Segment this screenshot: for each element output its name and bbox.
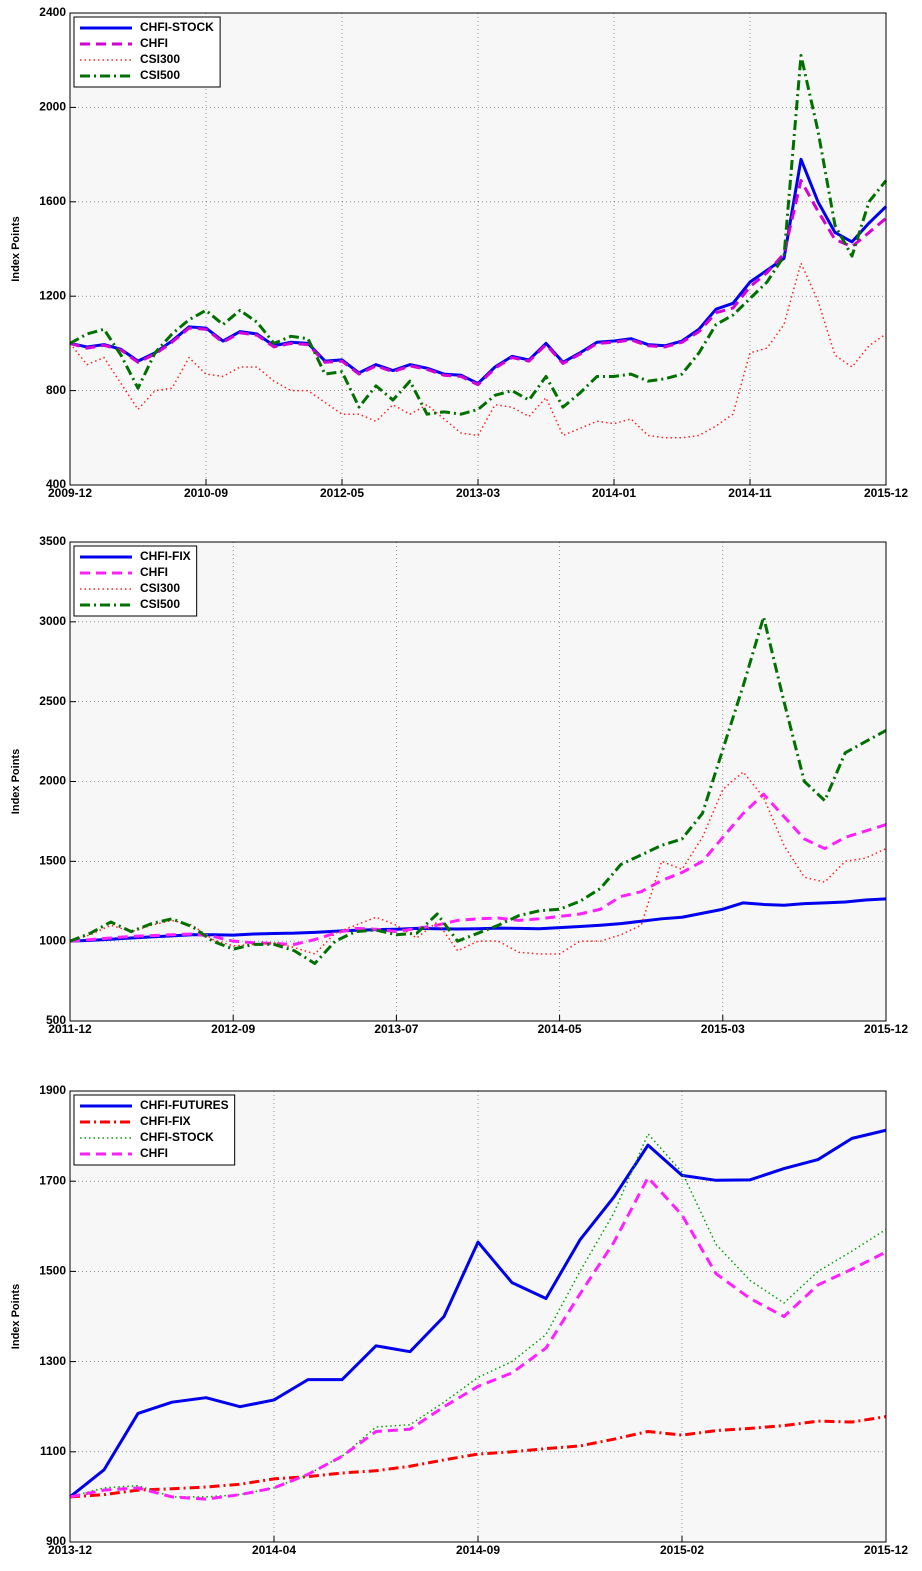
y-tick-label: 2400 [39,5,66,19]
y-tick-label: 900 [46,1534,66,1548]
x-tick-label: 2014-04 [252,1543,296,1557]
legend-label: CHFI [140,1146,168,1160]
x-tick-label: 2012-09 [211,1022,255,1036]
legend: CHFI-STOCK CHFI CSI300 CSI500 [73,16,221,88]
x-tick-label: 2009-12 [48,486,92,500]
x-tick-label: 2015-02 [660,1543,704,1557]
y-tick-label: 1600 [39,194,66,208]
series-line [69,1128,887,1499]
y-tick-label: 1000 [39,933,66,947]
x-tick-label: 2013-12 [48,1543,92,1557]
legend-label: CSI500 [140,68,180,82]
y-tick-label: 1500 [39,854,66,868]
y-tick-label: 1300 [39,1354,66,1368]
y-tick-label: 2000 [39,774,66,788]
legend-label: CHFI-FIX [140,549,191,563]
x-tick-label: 2013-03 [456,486,500,500]
legend-label: CHFI [140,565,168,579]
x-tick-label: 2014-11 [728,486,772,500]
legend-label: CSI300 [140,581,180,595]
x-tick-label: 2015-12 [864,1022,908,1036]
y-axis-label: Index Points [10,1284,22,1349]
series-line [69,262,887,439]
y-tick-label: 500 [46,1013,66,1027]
series-line [69,615,887,966]
y-tick-label: 400 [46,477,66,491]
plot-area [70,1091,886,1542]
y-tick-label: 1900 [39,1083,66,1097]
y-tick-label: 3000 [39,614,66,628]
y-tick-label: 800 [46,383,66,397]
plot-frame [69,12,887,486]
series-line [69,179,887,387]
legend: CHFI-FUTURES CHFI-FIX CHFI-STOCK CHFI [73,1094,236,1166]
y-axis-label: Index Points [10,216,22,281]
legend-label: CHFI-FUTURES [140,1098,229,1112]
legend: CHFI-FIX CHFI CSI300 CSI500 [73,545,198,617]
y-tick-label: 1500 [39,1264,66,1278]
x-tick-label: 2014-05 [538,1022,582,1036]
y-axis-label: Index Points [10,749,22,814]
x-tick-label: 2012-05 [320,486,364,500]
legend-label: CSI500 [140,597,180,611]
plot-frame [69,541,887,1022]
y-tick-label: 2000 [39,100,66,114]
legend-label: CHFI [140,36,168,50]
y-tick-label: 3500 [39,534,66,548]
series-line [69,1133,887,1498]
x-tick-label: 2014-01 [592,486,636,500]
y-tick-label: 1100 [40,1444,66,1458]
y-tick-label: 2500 [39,694,66,708]
x-tick-label: 2015-03 [701,1022,745,1036]
series-line [69,1415,887,1499]
x-tick-label: 2010-09 [184,486,228,500]
x-tick-label: 2015-12 [864,486,908,500]
legend-label: CHFI-STOCK [140,1130,214,1144]
y-tick-label: 1700 [39,1173,66,1187]
y-tick-label: 1200 [39,288,66,302]
plot-frame [69,1090,887,1543]
x-tick-label: 2015-12 [864,1543,908,1557]
x-tick-label: 2011-12 [48,1022,92,1036]
legend-label: CHFI-STOCK [140,20,214,34]
legend-label: CHFI-FIX [140,1114,191,1128]
series-line [69,1176,887,1501]
x-tick-label: 2014-09 [456,1543,500,1557]
x-tick-label: 2013-07 [374,1022,418,1036]
legend-label: CSI300 [140,52,180,66]
